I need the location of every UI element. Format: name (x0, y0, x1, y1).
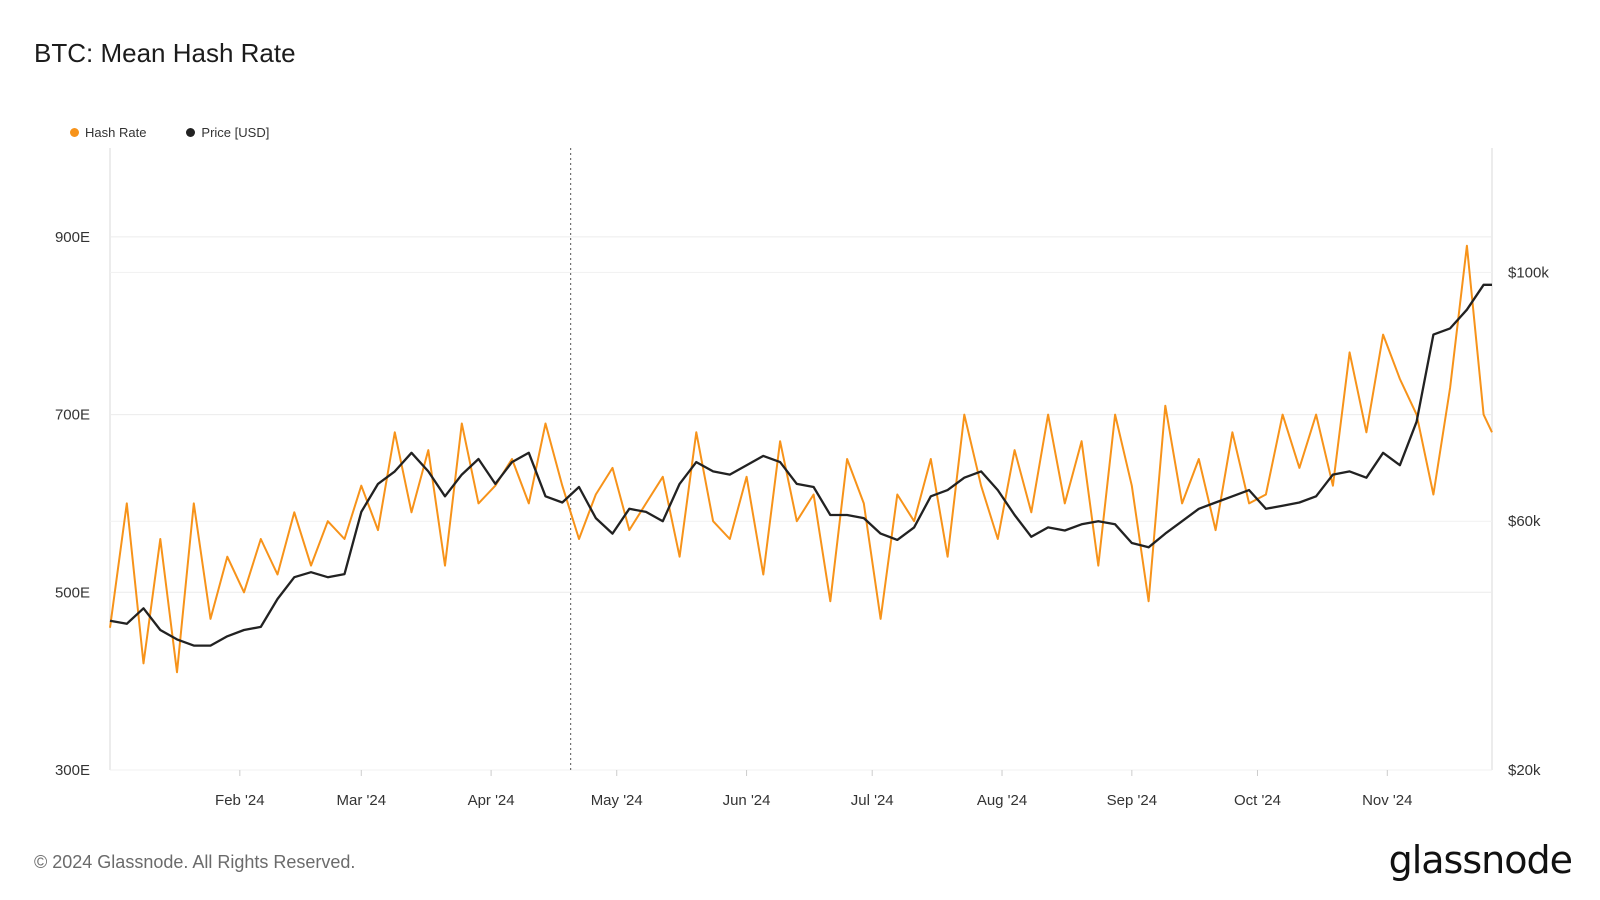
left-axis-tick-label: 700E (55, 407, 90, 424)
x-axis-tick-label: Sep '24 (1107, 792, 1157, 809)
chart-title: BTC: Mean Hash Rate (34, 38, 296, 68)
hash-rate-line (109, 244, 1493, 674)
x-axis-tick-label: Aug '24 (977, 792, 1027, 809)
chart-legend: Hash Rate Price [USD] (70, 125, 269, 140)
x-axis-tick-label: Oct '24 (1234, 792, 1281, 809)
price-line (109, 283, 1492, 647)
left-axis-tick-label: 500E (55, 584, 90, 601)
legend-item-hash-rate[interactable]: Hash Rate (70, 125, 146, 140)
glassnode-logo[interactable]: glassnode (1388, 838, 1573, 882)
x-axis-tick-label: Feb '24 (215, 792, 265, 809)
x-axis-tick-label: Apr '24 (468, 792, 515, 809)
legend-label-hash-rate: Hash Rate (85, 125, 147, 140)
legend-swatch-hash-rate (70, 128, 79, 137)
x-axis-tick-label: Mar '24 (336, 792, 386, 809)
right-axis-tick-label: $100k (1508, 264, 1549, 281)
legend-item-price[interactable]: Price [USD] (186, 125, 269, 140)
x-axis-tick-label: Jun '24 (723, 792, 771, 809)
left-axis-tick-label: 900E (55, 229, 90, 246)
left-axis-tick-label: 300E (55, 762, 90, 779)
legend-label-price: Price [USD] (201, 125, 270, 140)
legend-swatch-price (186, 128, 196, 137)
x-axis-tick-label: May '24 (591, 792, 643, 809)
x-axis-tick-label: Jul '24 (851, 792, 894, 809)
x-axis-tick-label: Nov '24 (1362, 792, 1412, 809)
copyright-text: © 2024 Glassnode. All Rights Reserved. (34, 852, 356, 872)
right-axis-tick-label: $20k (1508, 762, 1541, 779)
right-axis-tick-label: $60k (1508, 513, 1541, 530)
